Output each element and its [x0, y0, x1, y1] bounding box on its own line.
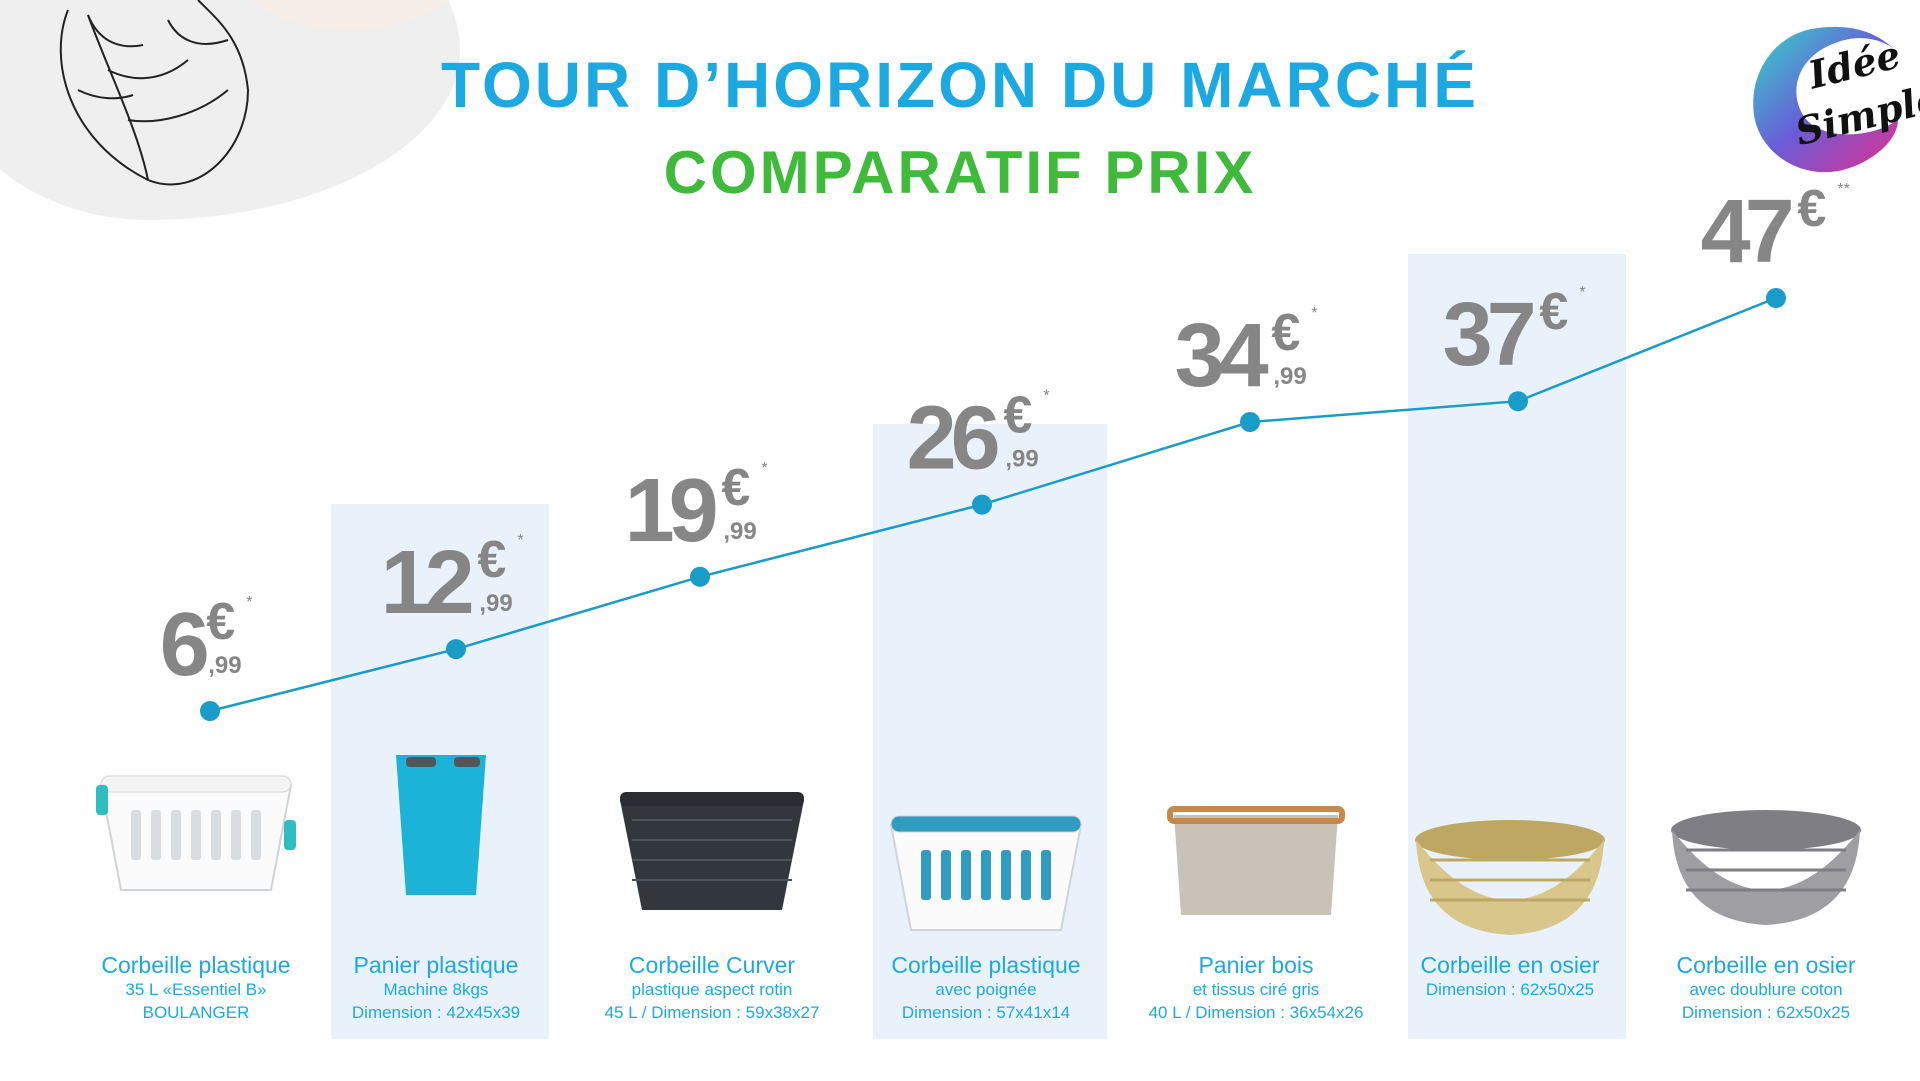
price-currency: € — [206, 593, 235, 651]
price-currency: € — [1539, 283, 1568, 341]
price-label: 19 €,99 * — [625, 459, 768, 561]
price-currency: € — [477, 531, 506, 589]
price-label: 34 €,99 * — [1175, 304, 1318, 406]
wood-fabric-basket-image — [1156, 785, 1356, 945]
product-caption: Corbeille plastique avec poignée Dimension… — [841, 952, 1131, 1024]
product-detail: BOULANGER — [142, 1003, 250, 1022]
product-detail: 35 L «Essentiel B» — [125, 980, 267, 999]
price-note-marker: * — [1311, 305, 1317, 322]
product-name: Corbeille en osier — [1676, 952, 1856, 978]
dark-rattan-basket-image — [612, 770, 812, 930]
price-note-marker: * — [246, 594, 252, 611]
price-label: 6 €,99 * — [160, 593, 253, 695]
price-euros: 19 — [625, 461, 716, 561]
product-name: Corbeille plastique — [101, 952, 291, 978]
price-euros: 47 — [1701, 182, 1792, 282]
price-note-marker: * — [761, 460, 767, 477]
product-name: Corbeille Curver — [628, 952, 796, 978]
product-caption: Corbeille plastique 35 L «Essentiel B» BOU… — [51, 952, 341, 1024]
price-label: 12 €,99 * — [381, 531, 524, 633]
product-caption: Corbeille en osier avec doublure coton Dim… — [1621, 952, 1911, 1024]
data-point — [446, 639, 466, 660]
product-detail: Dimension : 42x45x39 — [351, 1003, 521, 1022]
product-detail: 45 L / Dimension : 59x38x27 — [604, 1003, 820, 1022]
product-caption: Panier bois et tissus ciré gris 40 L / Dim… — [1111, 952, 1401, 1024]
highlight-column — [873, 424, 1107, 1039]
idee-simple-logo: Idée Simple — [1748, 20, 1920, 182]
product-detail: avec doublure coton — [1689, 980, 1843, 999]
product-name: Panier plastique — [353, 952, 519, 978]
price-euros: 37 — [1443, 285, 1534, 385]
price-points — [200, 288, 1786, 721]
product-name: Corbeille plastique — [891, 952, 1081, 978]
data-point — [200, 701, 220, 721]
data-point — [972, 494, 992, 515]
product-detail: avec poignée — [935, 980, 1037, 999]
price-labels: 6 €,99* 12 €,99* 19 €,99* 26 €,99* 34 €,99* 37 € *47… — [160, 180, 1850, 695]
brand-logo-icon — [1753, 26, 1898, 173]
product-detail: plastique aspect rotin — [631, 980, 793, 999]
wicker-basket-image — [1410, 800, 1610, 960]
product-caption: Corbeille Curver plastique aspect rotin 45… — [567, 952, 857, 1024]
price-note-marker: * — [1043, 388, 1049, 405]
product-caption: Panier plastique Machine 8kgs Dimension : … — [291, 952, 581, 1024]
price-cents: ,99 — [1005, 446, 1038, 473]
product-detail: 40 L / Dimension : 36x54x26 — [1148, 1003, 1364, 1022]
product-name: Corbeille en osier — [1420, 952, 1600, 978]
price-currency: € — [721, 459, 750, 517]
page-title: TOUR D’HORIZON DU MARCHÉ — [441, 49, 1479, 121]
price-euros: 6 — [160, 595, 207, 695]
price-note-marker: * — [517, 532, 523, 549]
price-label: 37 € * — [1443, 283, 1586, 385]
price-note-marker: * — [1579, 284, 1585, 301]
price-label: 47 € ** — [1701, 180, 1850, 282]
price-euros: 26 — [907, 389, 998, 489]
price-cents: ,99 — [208, 652, 241, 679]
product-detail: Dimension : 57x41x14 — [901, 1003, 1071, 1022]
data-point — [1766, 288, 1786, 308]
white-plastic-basket-image — [96, 750, 296, 910]
price-label: 26 €,99 * — [907, 387, 1050, 489]
price-currency: € — [1271, 304, 1300, 362]
data-point — [1240, 412, 1260, 432]
teal-white-basket-image — [886, 790, 1086, 950]
blue-flexible-tub-image — [336, 745, 536, 905]
monstera-leaf-icon — [59, 0, 250, 186]
price-cents: ,99 — [1273, 363, 1306, 390]
price-currency: € — [1797, 180, 1826, 238]
product-name: Panier bois — [1198, 952, 1314, 978]
price-cents: ,99 — [479, 590, 512, 617]
product-detail: Dimension : 62x50x25 — [1425, 980, 1595, 999]
page-subtitle: COMPARATIF PRIX — [663, 139, 1257, 206]
product-detail: et tissus ciré gris — [1192, 980, 1320, 999]
price-euros: 34 — [1175, 306, 1269, 406]
price-cents: ,99 — [723, 518, 756, 545]
price-euros: 12 — [381, 533, 472, 633]
product-caption: Corbeille en osier Dimension : 62x50x25 — [1365, 952, 1655, 1001]
price-note-marker: ** — [1837, 181, 1849, 198]
product-detail: Dimension : 62x50x25 — [1681, 1003, 1851, 1022]
data-point — [690, 566, 710, 587]
price-currency: € — [1003, 387, 1032, 445]
grey-wicker-basket-image — [1666, 790, 1866, 950]
data-point — [1508, 391, 1528, 412]
product-detail: Machine 8kgs — [383, 980, 489, 999]
